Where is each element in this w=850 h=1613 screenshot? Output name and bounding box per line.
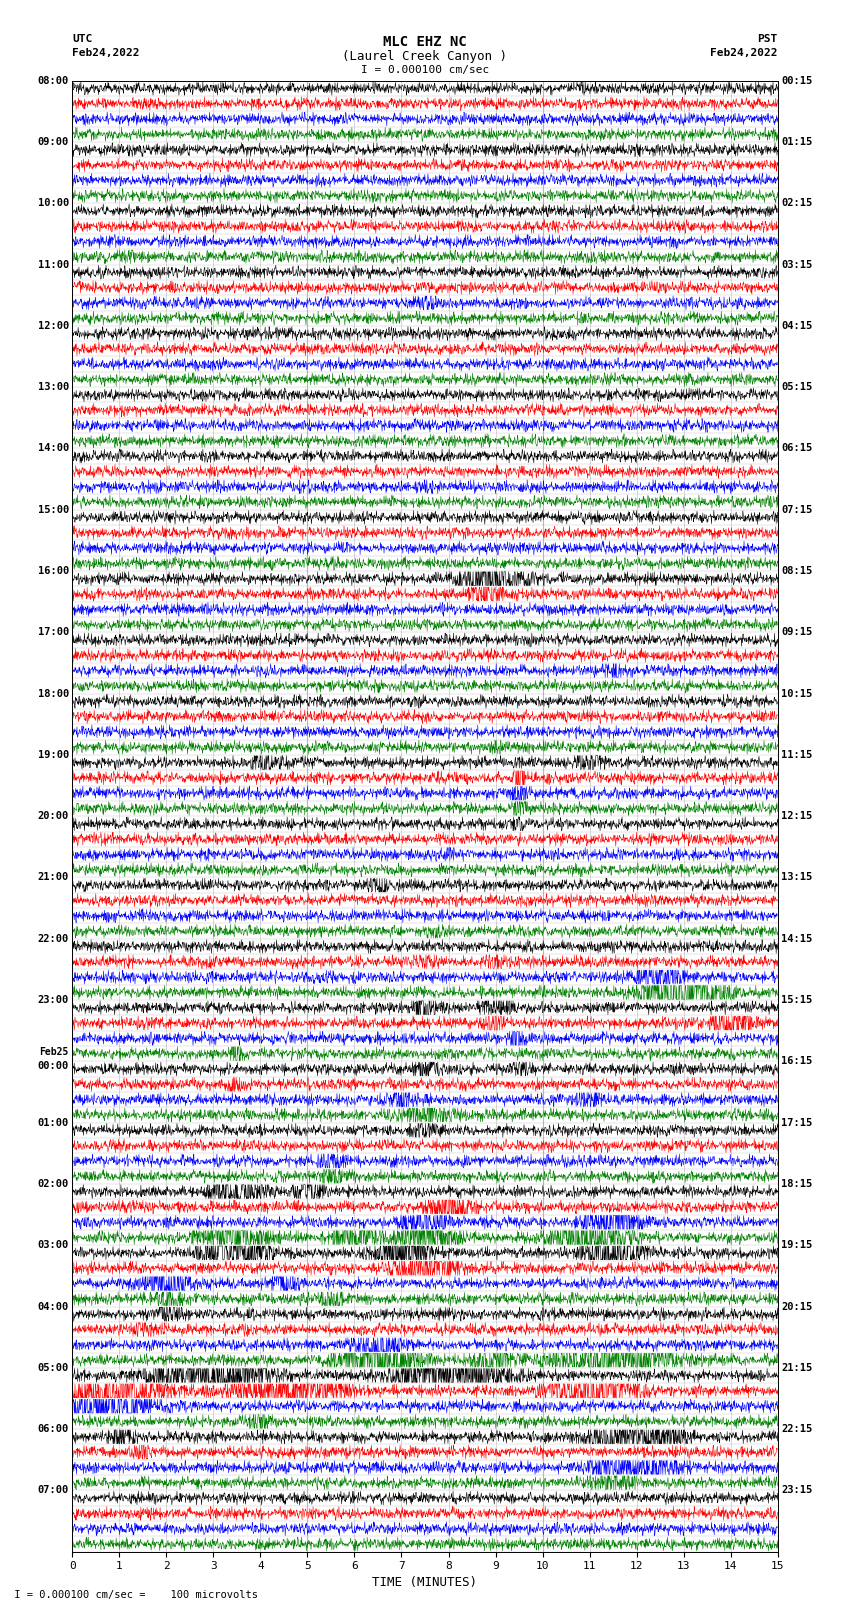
Text: 05:00: 05:00 <box>37 1363 69 1373</box>
Text: 12:00: 12:00 <box>37 321 69 331</box>
Text: 02:00: 02:00 <box>37 1179 69 1189</box>
Text: 02:15: 02:15 <box>781 198 813 208</box>
Text: 11:00: 11:00 <box>37 260 69 269</box>
Text: I = 0.000100 cm/sec: I = 0.000100 cm/sec <box>361 65 489 74</box>
Text: 20:00: 20:00 <box>37 811 69 821</box>
Text: 03:00: 03:00 <box>37 1240 69 1250</box>
Text: 08:15: 08:15 <box>781 566 813 576</box>
Text: 21:15: 21:15 <box>781 1363 813 1373</box>
Text: 01:15: 01:15 <box>781 137 813 147</box>
Text: 15:15: 15:15 <box>781 995 813 1005</box>
Text: (Laurel Creek Canyon ): (Laurel Creek Canyon ) <box>343 50 507 63</box>
Text: 09:00: 09:00 <box>37 137 69 147</box>
Text: 09:15: 09:15 <box>781 627 813 637</box>
Text: 19:00: 19:00 <box>37 750 69 760</box>
Text: I = 0.000100 cm/sec =    100 microvolts: I = 0.000100 cm/sec = 100 microvolts <box>8 1590 258 1600</box>
Text: Feb24,2022: Feb24,2022 <box>711 48 778 58</box>
Text: 07:00: 07:00 <box>37 1486 69 1495</box>
Text: 13:15: 13:15 <box>781 873 813 882</box>
Text: 16:00: 16:00 <box>37 566 69 576</box>
Text: 19:15: 19:15 <box>781 1240 813 1250</box>
Text: Feb25: Feb25 <box>39 1047 69 1057</box>
Text: 18:15: 18:15 <box>781 1179 813 1189</box>
Text: Feb24,2022: Feb24,2022 <box>72 48 139 58</box>
Text: 06:15: 06:15 <box>781 444 813 453</box>
Text: 23:00: 23:00 <box>37 995 69 1005</box>
Text: 10:00: 10:00 <box>37 198 69 208</box>
Text: 21:00: 21:00 <box>37 873 69 882</box>
Text: 14:00: 14:00 <box>37 444 69 453</box>
Text: 00:00: 00:00 <box>37 1061 69 1071</box>
Text: 16:15: 16:15 <box>781 1057 813 1066</box>
Text: 00:15: 00:15 <box>781 76 813 85</box>
X-axis label: TIME (MINUTES): TIME (MINUTES) <box>372 1576 478 1589</box>
Text: 06:00: 06:00 <box>37 1424 69 1434</box>
Text: 18:00: 18:00 <box>37 689 69 698</box>
Text: 07:15: 07:15 <box>781 505 813 515</box>
Text: 14:15: 14:15 <box>781 934 813 944</box>
Text: 17:00: 17:00 <box>37 627 69 637</box>
Text: 05:15: 05:15 <box>781 382 813 392</box>
Text: 12:15: 12:15 <box>781 811 813 821</box>
Text: 03:15: 03:15 <box>781 260 813 269</box>
Text: 20:15: 20:15 <box>781 1302 813 1311</box>
Text: 15:00: 15:00 <box>37 505 69 515</box>
Text: 11:15: 11:15 <box>781 750 813 760</box>
Text: MLC EHZ NC: MLC EHZ NC <box>383 35 467 50</box>
Text: 08:00: 08:00 <box>37 76 69 85</box>
Text: UTC: UTC <box>72 34 93 44</box>
Text: 04:15: 04:15 <box>781 321 813 331</box>
Text: PST: PST <box>757 34 778 44</box>
Text: 10:15: 10:15 <box>781 689 813 698</box>
Text: 13:00: 13:00 <box>37 382 69 392</box>
Text: 23:15: 23:15 <box>781 1486 813 1495</box>
Text: 17:15: 17:15 <box>781 1118 813 1127</box>
Text: 01:00: 01:00 <box>37 1118 69 1127</box>
Text: 22:15: 22:15 <box>781 1424 813 1434</box>
Text: 04:00: 04:00 <box>37 1302 69 1311</box>
Text: 22:00: 22:00 <box>37 934 69 944</box>
